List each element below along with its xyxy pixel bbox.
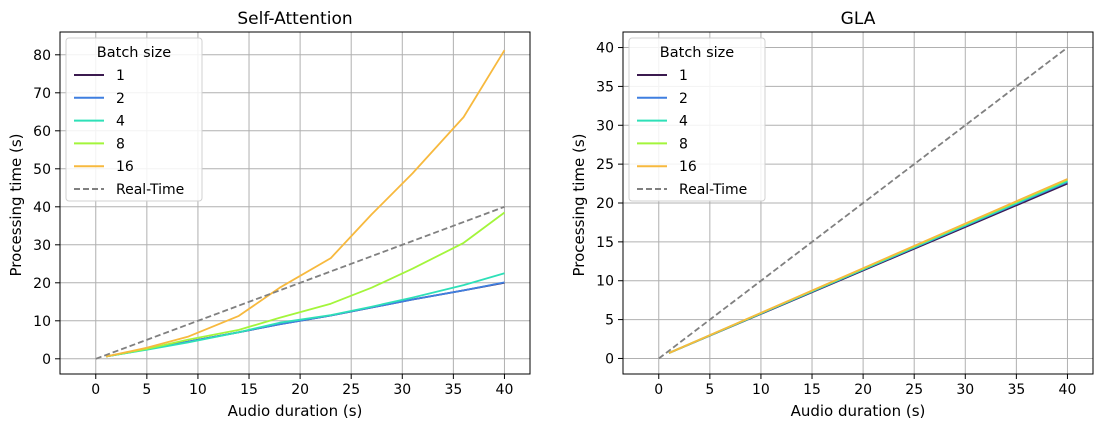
y-tick-label: 80 <box>33 48 51 64</box>
chart-title: GLA <box>841 9 876 29</box>
axis-ticks: 0 5 10 15 20 25 30 35 40 0 10 20 30 40 50 60 70 80 <box>33 48 513 398</box>
series-lines <box>95 49 506 360</box>
y-axis-label: Processing time (s) <box>570 133 588 276</box>
y-tick-label: 50 <box>33 162 51 178</box>
x-axis-label: Audio duration (s) <box>791 402 926 420</box>
x-tick-label: 5 <box>705 382 714 398</box>
series-line-16 <box>668 178 1068 354</box>
y-tick-label: 40 <box>596 41 614 57</box>
series-line-4 <box>105 272 505 358</box>
x-tick-label: 20 <box>854 382 872 398</box>
legend-entry-label: 4 <box>116 114 125 130</box>
x-tick-label: 25 <box>905 382 923 398</box>
x-tick-label: 30 <box>956 382 974 398</box>
axis-ticks: 0 5 10 15 20 25 30 35 40 0 5 10 15 20 25 30 35 40 <box>596 41 1076 398</box>
gla-panel: GLA Audio duration (s) Processing time (… <box>570 9 1094 420</box>
y-tick-label: 5 <box>605 313 614 329</box>
y-tick-label: 30 <box>33 238 51 254</box>
legend-entry-label: 8 <box>116 136 125 152</box>
x-tick-label: 40 <box>1059 382 1077 398</box>
legend-title: Batch size <box>97 45 171 61</box>
legend-box <box>65 37 203 202</box>
y-axis-label: Processing time (s) <box>7 133 25 276</box>
self-attention-panel: Self-Attention Audio duration (s) Proces… <box>7 9 531 420</box>
series-line-real-time <box>95 205 505 360</box>
x-tick-label: 30 <box>393 382 411 398</box>
x-tick-label: 40 <box>496 382 514 398</box>
legend-box <box>628 37 766 202</box>
legend-entry-label: Real-Time <box>679 182 747 198</box>
y-tick-label: 0 <box>42 352 51 368</box>
x-tick-label: 25 <box>342 382 360 398</box>
y-tick-label: 35 <box>596 79 614 95</box>
legend-entry-label: 4 <box>679 114 688 130</box>
x-axis-label: Audio duration (s) <box>228 402 363 420</box>
y-tick-label: 30 <box>596 118 614 134</box>
series-lines <box>658 46 1069 360</box>
legend-entry-label: 1 <box>116 68 125 84</box>
legend-entry-label: 16 <box>116 159 134 175</box>
legend-entry-label: 1 <box>679 68 688 84</box>
x-tick-label: 20 <box>291 382 309 398</box>
legend-entry-label: 8 <box>679 136 688 152</box>
plot-frame <box>622 31 1094 375</box>
x-tick-label: 15 <box>240 382 258 398</box>
x-tick-label: 0 <box>91 382 100 398</box>
y-tick-label: 10 <box>33 314 51 330</box>
y-tick-label: 25 <box>596 157 614 173</box>
series-line-real-time <box>658 46 1069 360</box>
y-tick-label: 15 <box>596 235 614 251</box>
x-tick-label: 15 <box>803 382 821 398</box>
legend-entry-label: 16 <box>679 159 697 175</box>
y-tick-label: 40 <box>33 200 51 216</box>
legend-entry-label: 2 <box>116 91 125 107</box>
chart-title: Self-Attention <box>237 9 352 29</box>
y-tick-label: 70 <box>33 86 51 102</box>
legend: Batch size 1 2 4 8 16 Real-Time <box>65 37 203 202</box>
x-tick-label: 10 <box>189 382 207 398</box>
x-tick-label: 0 <box>654 382 663 398</box>
series-line-16 <box>105 49 506 358</box>
legend-title: Batch size <box>660 45 734 61</box>
series-line-8 <box>105 211 506 358</box>
grid <box>60 32 530 374</box>
plot-frame <box>59 31 531 375</box>
legend: Batch size 1 2 4 8 16 Real-Time <box>628 37 766 202</box>
legend-entry-label: Real-Time <box>116 182 184 198</box>
y-tick-label: 20 <box>33 276 51 292</box>
x-tick-label: 5 <box>142 382 151 398</box>
y-tick-label: 10 <box>596 274 614 290</box>
legend-entry-label: 2 <box>679 91 688 107</box>
y-tick-label: 0 <box>605 351 614 367</box>
y-tick-label: 60 <box>33 124 51 140</box>
x-tick-label: 35 <box>444 382 462 398</box>
y-tick-label: 20 <box>596 196 614 212</box>
x-tick-label: 35 <box>1007 382 1025 398</box>
x-tick-label: 10 <box>752 382 770 398</box>
